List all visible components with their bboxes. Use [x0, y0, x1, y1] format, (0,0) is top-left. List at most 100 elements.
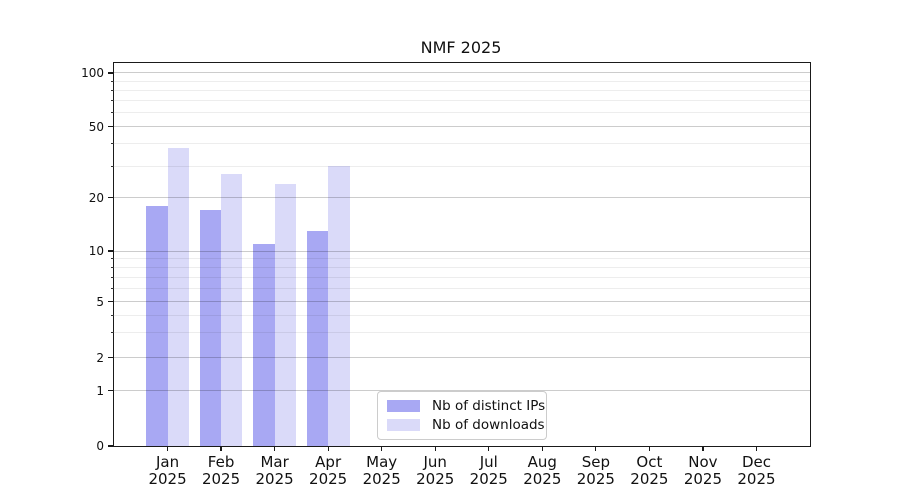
y-tick-100: [108, 72, 114, 74]
x-tick-label-aug: Aug 2025: [506, 454, 578, 487]
gridline-minor-90: [114, 80, 810, 82]
x-tick-year-dec: 2025: [737, 469, 776, 488]
x-tick-year-feb: 2025: [201, 469, 241, 488]
y-tick-label-10: 10: [88, 244, 104, 259]
gridline-major-50: [114, 126, 810, 128]
x-tick-year-jul: 2025: [469, 469, 508, 488]
x-tick-month-dec: Dec: [741, 453, 771, 471]
x-tick-label-jul: Jul 2025: [453, 454, 525, 487]
y-tick-50: [108, 125, 114, 128]
y-tick-minor-7: [111, 276, 114, 278]
legend-label-downloads: Nb of downloads: [432, 417, 545, 433]
x-tick-dec: [755, 446, 758, 451]
x-tick-oct: [648, 446, 650, 451]
legend-item-distinct-ips: Nb of distinct IPs: [387, 398, 545, 414]
plot-area: Nb of distinct IPs Nb of downloads 0 1 2 5 1…: [81, 62, 811, 487]
y-tick-label-5: 5: [96, 294, 104, 309]
legend-item-downloads: Nb of downloads: [387, 417, 545, 433]
gridline-major-100: [114, 72, 810, 74]
bar-downloads-apr: [328, 166, 350, 446]
x-tick-year-oct: 2025: [630, 469, 669, 488]
chart-title: NMF 2025: [420, 38, 502, 57]
x-tick-label-apr: Apr 2025: [292, 454, 364, 487]
x-tick-month-apr: Apr: [315, 453, 342, 471]
y-tick-5: [108, 301, 114, 303]
y-tick-1: [108, 390, 114, 392]
x-tick-label-feb: Feb 2025: [185, 454, 257, 487]
x-tick-month-sep: Sep: [581, 453, 610, 471]
y-tick-label-100: 100: [81, 65, 104, 80]
x-tick-month-jan: Jan: [155, 453, 180, 471]
y-tick-label-2: 2: [96, 350, 104, 365]
legend-swatch-downloads: [387, 419, 420, 431]
x-tick-year-jun: 2025: [416, 469, 455, 488]
x-tick-year-sep: 2025: [576, 469, 615, 488]
x-tick-label-jun: Jun 2025: [399, 454, 471, 487]
x-tick-month-aug: Aug: [527, 453, 557, 471]
x-tick-month-jun: Jun: [423, 453, 447, 471]
y-tick-label-20: 20: [88, 190, 104, 205]
x-tick-month-oct: Oct: [636, 453, 663, 471]
gridline-minor-40: [114, 143, 810, 145]
bar-downloads-jan: [167, 147, 189, 446]
gridline-minor-30: [114, 165, 810, 167]
gridline-minor-80: [114, 89, 810, 91]
x-tick-nov: [702, 446, 704, 451]
y-tick-label-50: 50: [88, 119, 104, 134]
bar-distinct-ips-apr: [306, 230, 329, 446]
x-tick-month-mar: Mar: [260, 453, 289, 471]
x-tick-label-dec: Dec 2025: [720, 454, 792, 487]
y-tick-minor-30: [111, 165, 114, 167]
x-tick-may: [381, 446, 383, 451]
x-tick-sep: [595, 446, 597, 451]
x-tick-jun: [434, 446, 436, 451]
y-tick-minor-3: [111, 332, 114, 334]
y-tick-minor-6: [111, 287, 114, 289]
y-tick-10: [108, 250, 114, 252]
x-tick-jul: [488, 446, 490, 451]
y-tick-minor-60: [111, 111, 114, 113]
bar-downloads-mar: [274, 183, 296, 446]
y-tick-label-1: 1: [96, 383, 104, 398]
x-tick-label-may: May 2025: [346, 454, 418, 487]
x-tick-year-jan: 2025: [148, 469, 187, 488]
bar-distinct-ips-mar: [253, 243, 275, 446]
bar-distinct-ips-feb: [199, 210, 222, 446]
x-tick-year-aug: 2025: [523, 469, 562, 488]
x-tick-label-sep: Sep 2025: [560, 454, 632, 487]
bar-distinct-ips-jan: [146, 205, 168, 446]
y-tick-minor-90: [111, 80, 114, 82]
x-tick-label-oct: Oct 2025: [613, 454, 685, 487]
x-tick-label-nov: Nov 2025: [667, 454, 739, 487]
x-tick-month-may: May: [366, 453, 398, 471]
x-tick-aug: [541, 446, 543, 451]
x-tick-year-nov: 2025: [683, 469, 723, 488]
y-tick-minor-4: [111, 314, 114, 316]
legend-label-distinct-ips: Nb of distinct IPs: [432, 398, 546, 414]
bar-downloads-feb: [221, 174, 243, 446]
x-tick-month-nov: Nov: [688, 453, 718, 471]
y-tick-label-0: 0: [96, 439, 104, 453]
y-tick-20: [108, 197, 114, 199]
y-tick-minor-70: [111, 100, 114, 102]
gridline-minor-70: [114, 100, 810, 102]
gridline-minor-60: [114, 111, 810, 113]
x-tick-year-apr: 2025: [309, 469, 348, 488]
y-tick-minor-80: [111, 89, 114, 91]
legend: Nb of distinct IPs Nb of downloads: [377, 391, 547, 440]
x-tick-feb: [220, 446, 222, 451]
y-tick-2: [108, 356, 114, 359]
x-tick-month-feb: Feb: [207, 453, 235, 471]
x-tick-month-jul: Jul: [479, 453, 498, 471]
x-tick-apr: [327, 446, 329, 451]
x-tick-jan: [166, 446, 169, 451]
y-tick-minor-8: [111, 266, 114, 268]
legend-swatch-distinct-ips: [387, 400, 420, 412]
y-tick-minor-9: [111, 258, 114, 260]
x-tick-label-mar: Mar 2025: [239, 454, 311, 487]
y-tick-minor-40: [111, 143, 114, 145]
gridline-major-20: [114, 197, 810, 199]
y-tick-0: [108, 445, 114, 447]
x-tick-label-jan: Jan 2025: [132, 454, 204, 487]
